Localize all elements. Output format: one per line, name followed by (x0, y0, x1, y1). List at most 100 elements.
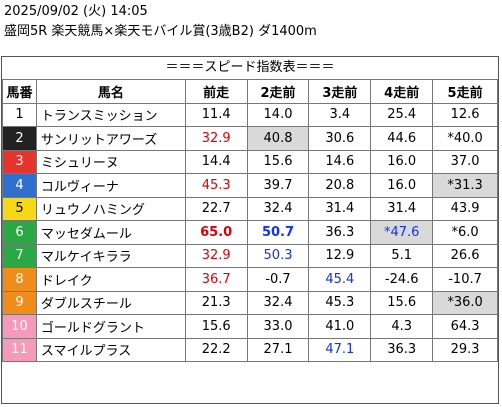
col-header-4-races-ago: 4走前 (370, 79, 434, 104)
speed-index-cell: 30.6 (308, 126, 372, 151)
table-row: 1 トランスミッション 11.4 14.0 3.4 25.4 12.6 (2, 102, 498, 127)
speed-index-cell: 20.8 (308, 173, 372, 198)
speed-index-cell: -0.7 (246, 267, 310, 292)
speed-index-cell: 14.0 (246, 102, 310, 127)
speed-index-cell: 50.7 (246, 220, 310, 245)
speed-index-panel: ＝＝＝スピード指数表＝＝＝ 馬番 馬名 前走 2走前 3走前 4走前 5走前 1… (1, 56, 499, 404)
horse-name-cell: ゴールドグラント (35, 314, 186, 339)
speed-index-cell: 15.6 (246, 149, 310, 174)
speed-index-cell: 15.6 (370, 290, 434, 315)
speed-index-cell: 26.6 (432, 243, 498, 268)
horse-number-cell: 11 (2, 337, 37, 362)
speed-index-cell: *31.3 (432, 173, 498, 198)
table-row: 11 スマイルプラス 22.2 27.1 47.1 36.3 29.3 (2, 337, 498, 362)
speed-index-cell: 33.0 (246, 314, 310, 339)
col-header-5-races-ago: 5走前 (432, 79, 498, 104)
table-row: 5 リュウノハミング 22.7 32.4 31.4 31.4 43.9 (2, 196, 498, 221)
speed-index-cell: 32.4 (246, 196, 310, 221)
col-header-horse-name: 馬名 (35, 79, 186, 104)
horse-name-cell: ドレイク (35, 267, 186, 292)
speed-index-cell: 65.0 (184, 220, 248, 245)
speed-index-cell: 39.7 (246, 173, 310, 198)
speed-index-cell: 15.6 (184, 314, 248, 339)
horse-name-cell: マッセダムール (35, 220, 186, 245)
speed-index-cell: 12.6 (432, 102, 498, 127)
speed-index-cell: 47.1 (308, 337, 372, 362)
col-header-3-races-ago: 3走前 (308, 79, 372, 104)
speed-index-cell: 11.4 (184, 102, 248, 127)
speed-index-cell: 25.4 (370, 102, 434, 127)
table-row: 6 マッセダムール 65.0 50.7 36.3 *47.6 *6.0 (2, 220, 498, 245)
speed-index-cell: 14.6 (308, 149, 372, 174)
speed-index-cell: 29.3 (432, 337, 498, 362)
horse-number-cell: 7 (2, 243, 37, 268)
speed-index-table: 馬番 馬名 前走 2走前 3走前 4走前 5走前 1 トランスミッション 11.4 1… (2, 79, 498, 362)
speed-index-cell: 45.3 (308, 290, 372, 315)
speed-index-cell: *40.0 (432, 126, 498, 151)
speed-index-cell: *6.0 (432, 220, 498, 245)
speed-index-cell: 37.0 (432, 149, 498, 174)
table-row: 9 ダブルスチール 21.3 32.4 45.3 15.6 *36.0 (2, 290, 498, 315)
horse-name-cell: ミシュリーヌ (35, 149, 186, 174)
speed-index-cell: 22.2 (184, 337, 248, 362)
horse-name-cell: リュウノハミング (35, 196, 186, 221)
speed-index-cell: 22.7 (184, 196, 248, 221)
table-row: 10 ゴールドグラント 15.6 33.0 41.0 4.3 64.3 (2, 314, 498, 339)
speed-index-cell: 36.7 (184, 267, 248, 292)
speed-index-cell: 12.9 (308, 243, 372, 268)
horse-number-cell: 3 (2, 149, 37, 174)
speed-index-cell: 21.3 (184, 290, 248, 315)
speed-index-cell: *36.0 (432, 290, 498, 315)
speed-index-cell: -10.7 (432, 267, 498, 292)
speed-index-cell: 36.3 (308, 220, 372, 245)
horse-number-cell: 9 (2, 290, 37, 315)
col-header-last-race: 前走 (184, 79, 248, 104)
col-header-2-races-ago: 2走前 (246, 79, 310, 104)
speed-index-cell: 31.4 (308, 196, 372, 221)
speed-index-cell: 27.1 (246, 337, 310, 362)
speed-index-cell: 16.0 (370, 173, 434, 198)
horse-name-cell: サンリットアワーズ (35, 126, 186, 151)
race-info-label: 盛岡5R 楽天競馬×楽天モバイル賞(3歳B2) ダ1400m (4, 24, 317, 39)
speed-index-cell: 32.9 (184, 243, 248, 268)
horse-name-cell: トランスミッション (35, 102, 186, 127)
horse-name-cell: コルヴィーナ (35, 173, 186, 198)
speed-index-cell: 14.4 (184, 149, 248, 174)
speed-index-cell: *47.6 (370, 220, 434, 245)
speed-index-cell: 16.0 (370, 149, 434, 174)
horse-number-cell: 10 (2, 314, 37, 339)
speed-index-cell: 40.8 (246, 126, 310, 151)
horse-number-cell: 1 (2, 102, 37, 127)
speed-index-cell: 43.9 (432, 196, 498, 221)
speed-index-cell: 45.4 (308, 267, 372, 292)
table-row: 8 ドレイク 36.7 -0.7 45.4 -24.6 -10.7 (2, 267, 498, 292)
horse-number-cell: 4 (2, 173, 37, 198)
horse-number-cell: 8 (2, 267, 37, 292)
table-row: 2 サンリットアワーズ 32.9 40.8 30.6 44.6 *40.0 (2, 126, 498, 151)
horse-number-cell: 5 (2, 196, 37, 221)
speed-index-cell: 32.4 (246, 290, 310, 315)
speed-index-cell: 5.1 (370, 243, 434, 268)
speed-index-cell: 4.3 (370, 314, 434, 339)
speed-index-cell: 3.4 (308, 102, 372, 127)
speed-index-cell: 44.6 (370, 126, 434, 151)
table-row: 3 ミシュリーヌ 14.4 15.6 14.6 16.0 37.0 (2, 149, 498, 174)
col-header-number: 馬番 (2, 79, 37, 104)
horse-number-cell: 6 (2, 220, 37, 245)
horse-name-cell: スマイルプラス (35, 337, 186, 362)
table-header-row: 馬番 馬名 前走 2走前 3走前 4走前 5走前 (2, 79, 498, 104)
horse-number-cell: 2 (2, 126, 37, 151)
speed-index-cell: 36.3 (370, 337, 434, 362)
speed-index-cell: 41.0 (308, 314, 372, 339)
horse-name-cell: ダブルスチール (35, 290, 186, 315)
table-row: 4 コルヴィーナ 45.3 39.7 20.8 16.0 *31.3 (2, 173, 498, 198)
speed-index-cell: 45.3 (184, 173, 248, 198)
speed-index-cell: 32.9 (184, 126, 248, 151)
speed-index-cell: 64.3 (432, 314, 498, 339)
speed-index-cell: 31.4 (370, 196, 434, 221)
table-row: 7 マルケイキララ 32.9 50.3 12.9 5.1 26.6 (2, 243, 498, 268)
horse-name-cell: マルケイキララ (35, 243, 186, 268)
speed-index-cell: -24.6 (370, 267, 434, 292)
table-title: ＝＝＝スピード指数表＝＝＝ (165, 60, 335, 75)
datetime-label: 2025/09/02 (火) 14:05 (4, 4, 148, 19)
